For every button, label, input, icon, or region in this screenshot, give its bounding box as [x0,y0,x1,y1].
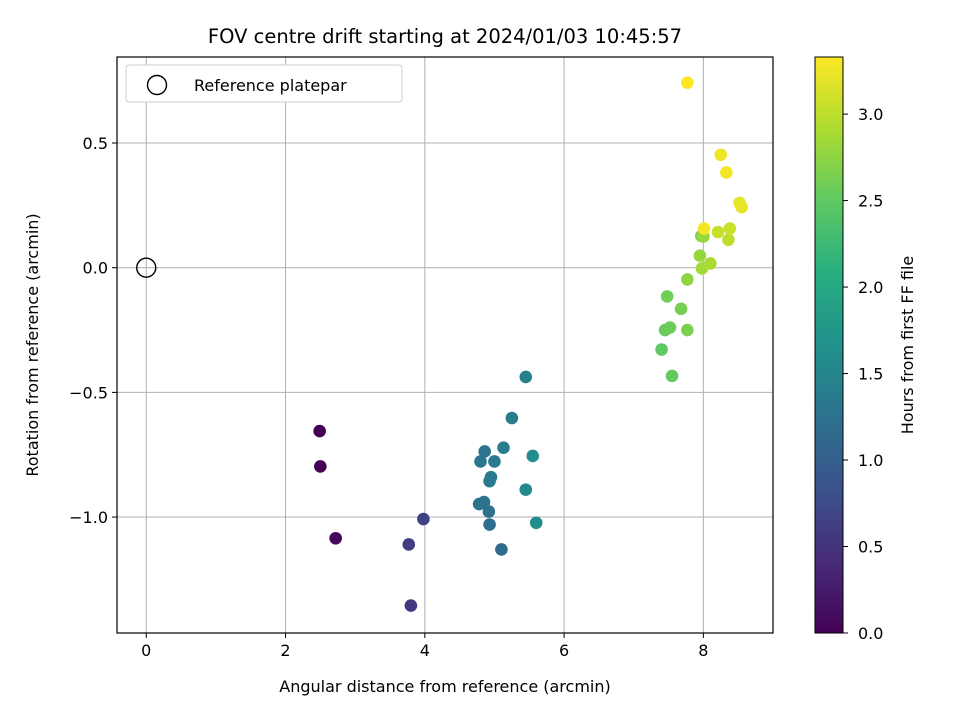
x-axis-label: Angular distance from reference (arcmin) [279,677,610,696]
y-tick-label: −0.5 [69,383,108,402]
scatter-point [495,543,508,556]
y-axis-label: Rotation from reference (arcmin) [23,213,42,476]
legend-marker-open-circle [146,74,168,96]
scatter-point [497,441,510,455]
scatter-point [474,455,487,468]
colorbar-label: Hours from first FF file [898,256,917,435]
scatter-point [329,531,342,545]
y-axis-ticks: −1.0 −0.5 0.0 0.5 [69,134,117,527]
scatter-point [720,166,733,179]
scatter-point [722,233,735,247]
legend-box [125,64,403,103]
colorbar-tick-label: 3.0 [858,105,883,124]
colorbar: 0.0 0.5 1.0 1.5 2.0 2.5 3.0 Hours from first F… [814,56,917,643]
scatter-point [529,516,543,530]
reference-platepar-marker [136,257,157,278]
colorbar-tick-label: 0.0 [858,624,883,643]
x-axis-ticks: 0 2 4 6 8 [141,633,708,660]
x-tick-label: 2 [280,641,290,660]
colorbar-tick-label: 2.5 [858,192,883,211]
scatter-point [483,474,496,488]
scatter-point [404,599,418,612]
legend: Reference platepar [125,64,403,103]
scatter-point [681,273,694,286]
scatter-point [723,222,737,235]
scatter-point [681,323,694,337]
colorbar-tick-label: 1.0 [858,451,883,470]
scatter-point [519,370,533,384]
scatter-point [660,290,674,303]
scatter-point [478,445,491,458]
scatter-point [674,302,688,316]
scatter-point [483,518,496,531]
x-tick-label: 6 [559,641,569,660]
scatter-point [526,449,540,463]
scatter-point [655,343,668,356]
scatter-point [665,369,679,383]
scatter-point [697,222,711,235]
scatter-point [711,225,725,239]
scatter-point [704,257,717,270]
scatter-point [402,538,416,551]
plot-area-frame [116,56,774,634]
y-tick-label: 0.0 [83,259,108,278]
colorbar-tick-label: 2.0 [858,278,883,297]
scatter-point [417,512,430,526]
x-tick-label: 8 [698,641,708,660]
chart-title: FOV centre drift starting at 2024/01/03 … [208,25,682,48]
scatter-point [472,497,486,511]
y-tick-label: −1.0 [69,508,108,527]
scatter-point [313,424,326,438]
y-tick-label: 0.5 [83,134,108,153]
scatter-point [735,200,748,214]
data-points [136,76,748,612]
grid [117,57,773,633]
x-tick-label: 4 [420,641,430,660]
scatter-point [519,483,533,496]
legend-entry-label: Reference platepar [194,76,347,95]
x-tick-label: 0 [141,641,151,660]
scatter-point [681,76,694,89]
colorbar-ticks: 0.0 0.5 1.0 1.5 2.0 2.5 3.0 [843,105,883,643]
scatter-point [314,460,327,473]
colorbar-tick-label: 1.5 [858,365,883,384]
colorbar-tick-label: 0.5 [858,538,883,557]
scatter-point [714,148,728,162]
scatter-point [488,455,501,468]
scatter-point [505,411,519,425]
scatter-point [663,321,677,334]
colorbar-gradient [814,56,844,634]
scatter-point [693,249,707,263]
scatter-point [482,505,496,518]
